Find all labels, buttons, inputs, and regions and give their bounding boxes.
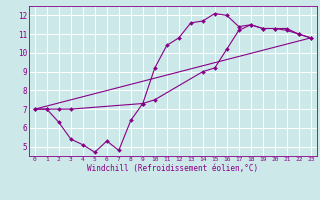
X-axis label: Windchill (Refroidissement éolien,°C): Windchill (Refroidissement éolien,°C) [87,164,258,173]
